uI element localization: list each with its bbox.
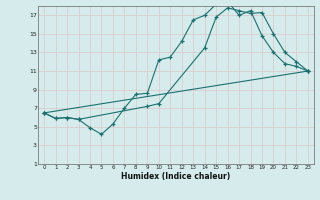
X-axis label: Humidex (Indice chaleur): Humidex (Indice chaleur) [121,172,231,181]
